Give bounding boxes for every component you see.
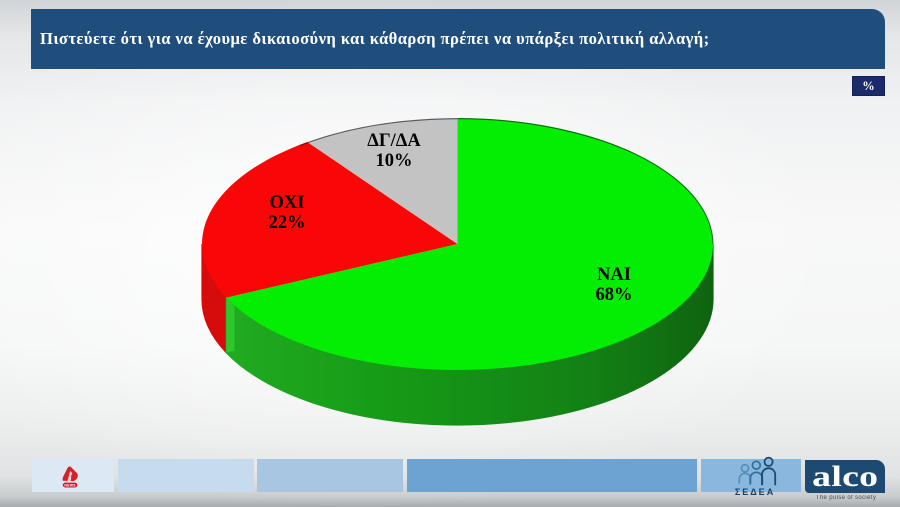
svg-text:NEWS: NEWS (64, 483, 76, 487)
